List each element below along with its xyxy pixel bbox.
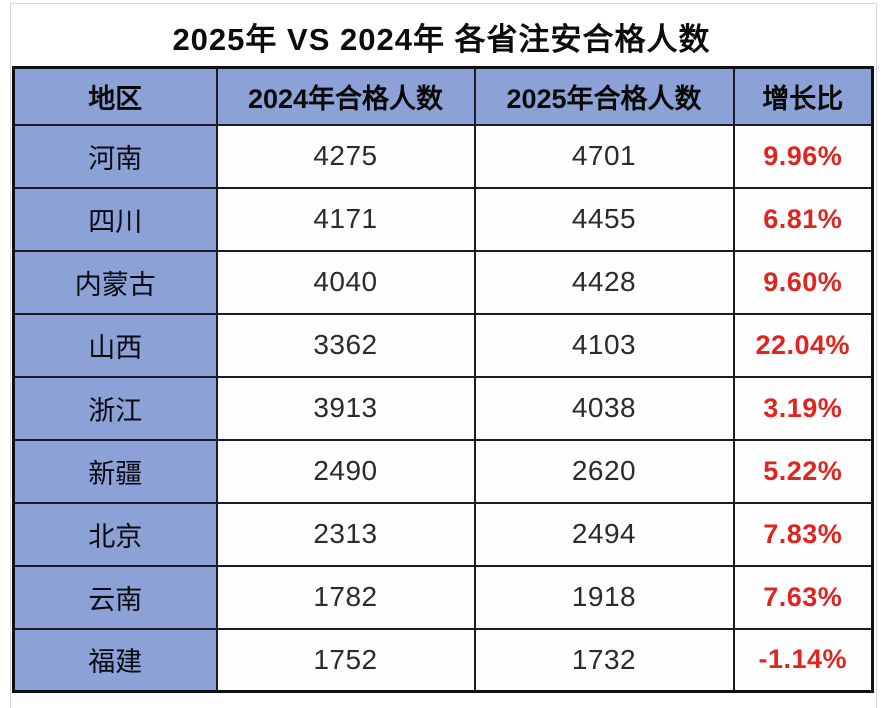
region-cell: 北京 — [12, 501, 218, 567]
count-2025-cell: 1918 — [473, 564, 735, 630]
growth-cell: 6.81% — [732, 186, 874, 252]
count-2025-cell: 2620 — [473, 438, 735, 504]
growth-cell: 9.96% — [732, 123, 874, 189]
count-2024-cell: 2490 — [215, 438, 476, 504]
table-title: 2025年 VS 2024年 各省注安合格人数 — [172, 22, 711, 57]
region-cell: 新疆 — [12, 438, 218, 504]
table-row: 福建 1752 1732 -1.14% — [12, 627, 874, 693]
table-row: 内蒙古 4040 4428 9.60% — [12, 249, 874, 315]
count-2024-cell: 4040 — [215, 249, 476, 315]
count-2024-cell: 2313 — [215, 501, 476, 567]
table-header: 地区 2024年合格人数 2025年合格人数 增长比 — [12, 66, 874, 126]
table-row: 新疆 2490 2620 5.22% — [12, 438, 874, 504]
growth-cell: 22.04% — [732, 312, 874, 378]
growth-cell: 7.83% — [732, 501, 874, 567]
region-cell: 内蒙古 — [12, 249, 218, 315]
count-2024-cell: 3913 — [215, 375, 476, 441]
count-2024-cell: 4171 — [215, 186, 476, 252]
header-cell-2025-count: 2025年合格人数 — [473, 66, 735, 126]
count-2024-cell: 3362 — [215, 312, 476, 378]
header-cell-growth: 增长比 — [732, 66, 874, 126]
count-2025-cell: 4428 — [473, 249, 735, 315]
count-2024-cell: 1782 — [215, 564, 476, 630]
table-row: 山西 3362 4103 22.04% — [12, 312, 874, 378]
count-2024-cell: 1752 — [215, 627, 476, 693]
header-row: 地区 2024年合格人数 2025年合格人数 增长比 — [12, 66, 874, 126]
count-2025-cell: 4455 — [473, 186, 735, 252]
growth-cell: 7.63% — [732, 564, 874, 630]
growth-cell: 3.19% — [732, 375, 874, 441]
growth-cell: -1.14% — [732, 627, 874, 693]
table-row: 北京 2313 2494 7.83% — [12, 501, 874, 567]
count-2025-cell: 4103 — [473, 312, 735, 378]
count-2024-cell: 4275 — [215, 123, 476, 189]
region-cell: 云南 — [12, 564, 218, 630]
header-cell-region: 地区 — [12, 66, 218, 126]
header-cell-2024-count: 2024年合格人数 — [215, 66, 476, 126]
count-2025-cell: 1732 — [473, 627, 735, 693]
growth-cell: 5.22% — [732, 438, 874, 504]
table-row: 云南 1782 1918 7.63% — [12, 564, 874, 630]
table-row: 四川 4171 4455 6.81% — [12, 186, 874, 252]
comparison-table: 地区 2024年合格人数 2025年合格人数 增长比 河南 4275 4701 … — [12, 66, 874, 693]
region-cell: 山西 — [12, 312, 218, 378]
table-body: 河南 4275 4701 9.96% 四川 4171 4455 6.81% 内蒙… — [12, 123, 874, 693]
count-2025-cell: 4701 — [473, 123, 735, 189]
count-2025-cell: 4038 — [473, 375, 735, 441]
table-row: 浙江 3913 4038 3.19% — [12, 375, 874, 441]
region-cell: 河南 — [12, 123, 218, 189]
count-2025-cell: 2494 — [473, 501, 735, 567]
region-cell: 浙江 — [12, 375, 218, 441]
table-row: 河南 4275 4701 9.96% — [12, 123, 874, 189]
growth-cell: 9.60% — [732, 249, 874, 315]
region-cell: 四川 — [12, 186, 218, 252]
region-cell: 福建 — [12, 627, 218, 693]
